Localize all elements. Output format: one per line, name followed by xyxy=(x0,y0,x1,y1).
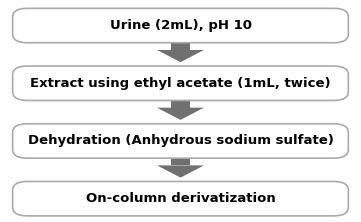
Polygon shape xyxy=(157,165,204,178)
FancyBboxPatch shape xyxy=(13,8,348,43)
FancyBboxPatch shape xyxy=(13,124,348,158)
Bar xyxy=(171,158,190,165)
Polygon shape xyxy=(157,50,204,62)
Bar xyxy=(171,101,190,108)
Text: Extract using ethyl acetate (1mL, twice): Extract using ethyl acetate (1mL, twice) xyxy=(30,77,331,90)
Polygon shape xyxy=(157,108,204,120)
Bar xyxy=(171,43,190,50)
Text: Dehydration (Anhydrous sodium sulfate): Dehydration (Anhydrous sodium sulfate) xyxy=(27,135,334,147)
FancyBboxPatch shape xyxy=(13,66,348,100)
Text: On-column derivatization: On-column derivatization xyxy=(86,192,275,205)
Text: Urine (2mL), pH 10: Urine (2mL), pH 10 xyxy=(109,19,252,32)
FancyBboxPatch shape xyxy=(13,182,348,216)
